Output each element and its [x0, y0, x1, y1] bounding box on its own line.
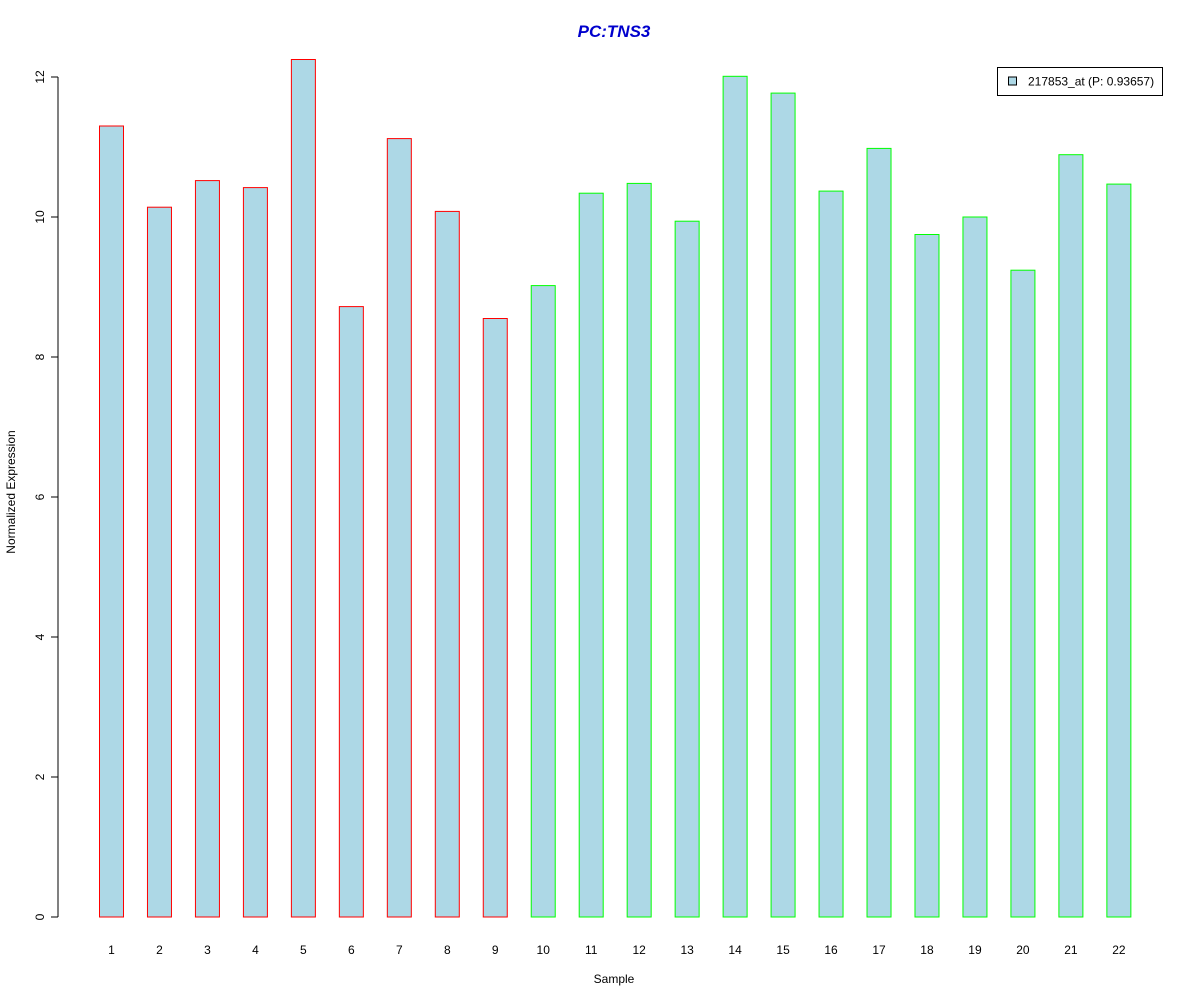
x-tick-labels: 1 2 3 4 5 6 7 8 9 10 11 12 13 14 15 16 17 18 19 20 21 22 — [108, 943, 1126, 957]
x-tick-label: 20 — [1016, 943, 1030, 957]
bars — [99, 59, 1132, 918]
x-tick-label: 3 — [204, 943, 211, 957]
bar-sample-2 — [146, 206, 172, 918]
chart-title: PC:TNS3 — [578, 22, 651, 41]
y-tick-label: 2 — [33, 773, 47, 780]
y-tick-label: 6 — [33, 493, 47, 500]
x-tick-label: 1 — [108, 943, 115, 957]
x-tick-label: 7 — [396, 943, 403, 957]
x-tick-label: 4 — [252, 943, 259, 957]
x-tick-label: 16 — [824, 943, 838, 957]
x-tick-label: 12 — [632, 943, 646, 957]
bar-sample-15 — [770, 92, 796, 918]
bar-sample-5 — [290, 59, 316, 918]
x-tick-label: 8 — [444, 943, 451, 957]
x-tick-label: 11 — [585, 943, 598, 957]
bar-sample-17 — [866, 147, 892, 918]
x-tick-label: 10 — [537, 943, 551, 957]
y-axis-label: Normalized Expression — [4, 430, 18, 553]
legend-swatch — [1008, 76, 1017, 86]
x-tick-label: 2 — [156, 943, 163, 957]
bar-sample-10 — [530, 285, 556, 918]
x-tick-label: 13 — [680, 943, 694, 957]
y-axis: 0 2 4 6 8 10 12 — [33, 70, 59, 920]
x-tick-label: 21 — [1064, 943, 1078, 957]
x-tick-label: 9 — [492, 943, 499, 957]
bar-sample-16 — [818, 190, 844, 918]
bar-sample-12 — [626, 182, 652, 918]
bar-sample-7 — [386, 138, 412, 918]
bar-sample-21 — [1058, 154, 1084, 918]
bar-sample-18 — [914, 234, 940, 918]
legend-label: 217853_at (P: 0.93657) — [1028, 75, 1154, 89]
x-tick-label: 19 — [968, 943, 982, 957]
bar-sample-6 — [338, 306, 364, 918]
bar-sample-19 — [962, 216, 988, 918]
x-tick-label: 15 — [776, 943, 790, 957]
y-tick-label: 4 — [33, 633, 47, 640]
bar-sample-14 — [722, 75, 748, 918]
bar-sample-13 — [674, 220, 700, 918]
x-axis-label: Sample — [594, 972, 635, 986]
x-tick-label: 14 — [728, 943, 742, 957]
y-tick-label: 12 — [33, 70, 47, 84]
y-tick-label: 8 — [33, 353, 47, 360]
bar-sample-1 — [99, 125, 124, 918]
bar-sample-8 — [434, 210, 460, 918]
legend-box — [997, 67, 1163, 96]
bar-sample-9 — [482, 318, 508, 918]
x-tick-label: 5 — [300, 943, 307, 957]
bar-sample-22 — [1106, 183, 1132, 918]
bar-sample-20 — [1010, 269, 1036, 918]
x-tick-label: 18 — [920, 943, 934, 957]
bar-sample-4 — [242, 187, 268, 918]
y-tick-label: 10 — [33, 210, 47, 224]
legend: 217853_at (P: 0.93657) — [997, 67, 1163, 96]
bar-sample-11 — [578, 192, 604, 918]
bar-sample-3 — [194, 180, 220, 918]
x-tick-label: 6 — [348, 943, 355, 957]
x-tick-label: 17 — [872, 943, 886, 957]
y-tick-label: 0 — [33, 913, 47, 920]
x-tick-label: 22 — [1112, 943, 1126, 957]
